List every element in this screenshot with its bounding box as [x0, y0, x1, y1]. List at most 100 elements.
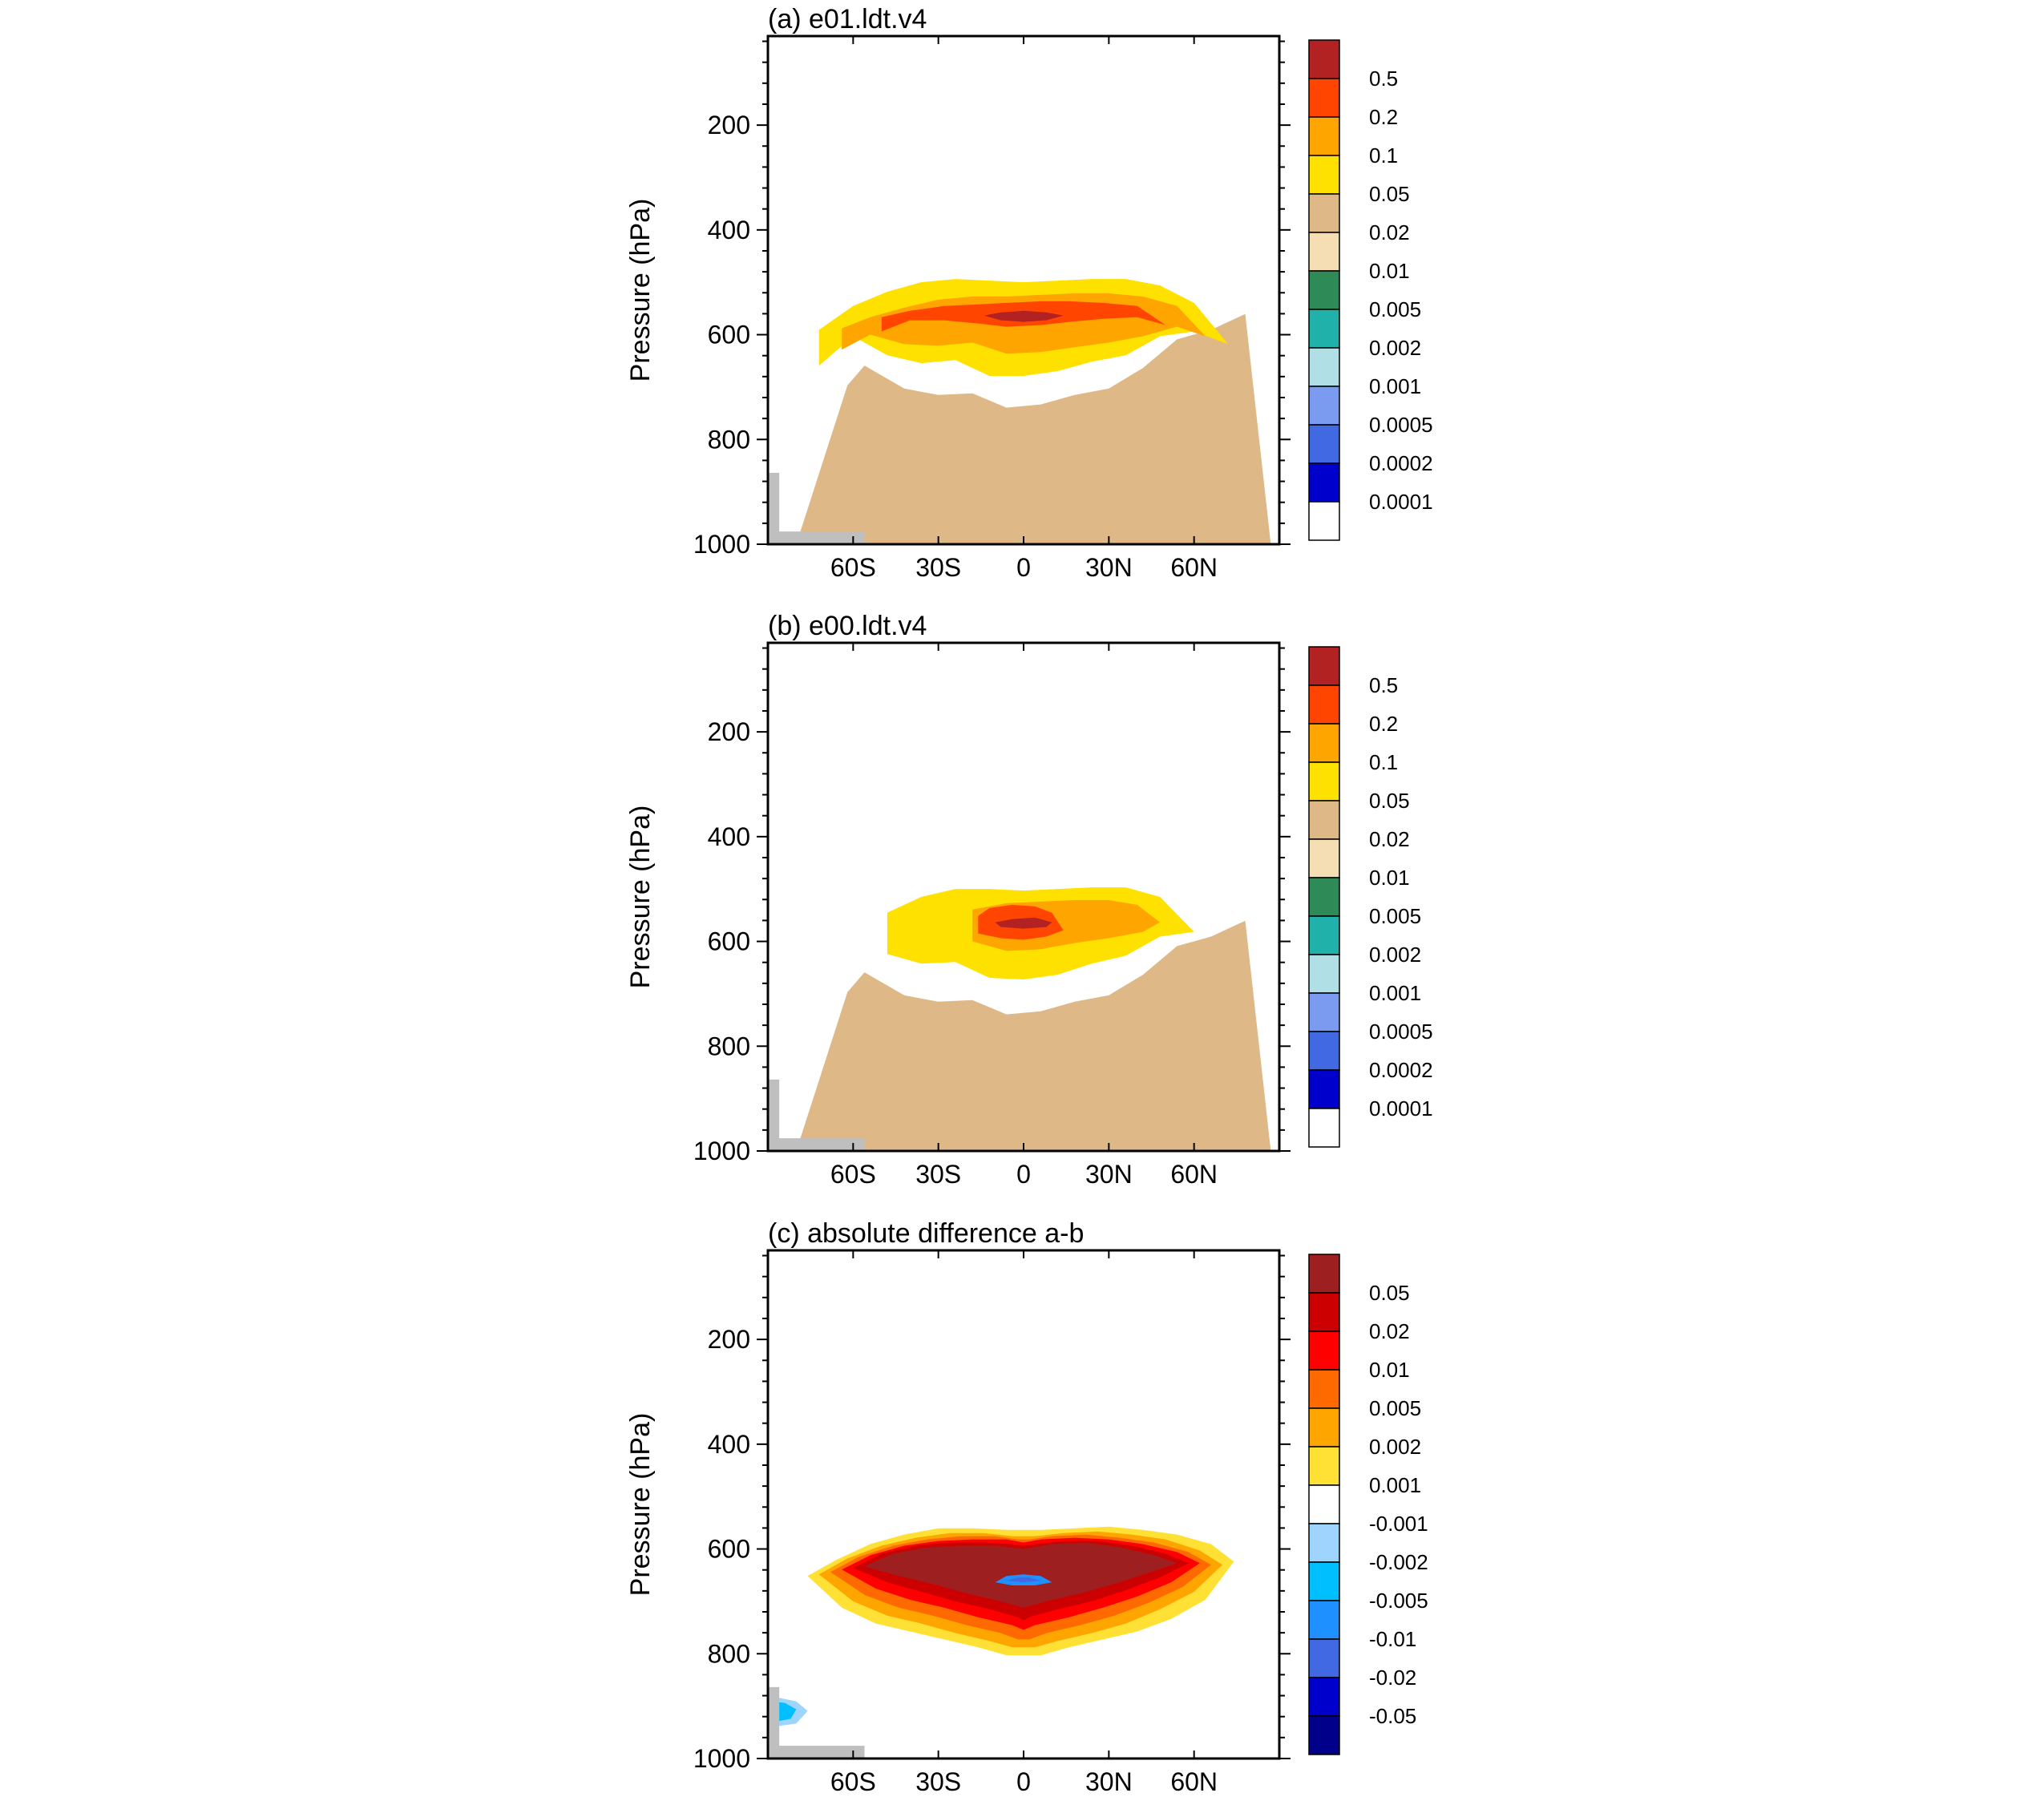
- x-tick-label: 60S: [830, 1767, 876, 1796]
- y-tick-label: 800: [708, 1032, 750, 1060]
- y-tick-label: 200: [708, 1325, 750, 1354]
- contour-field: [768, 1250, 1279, 1759]
- x-tick-label: 30N: [1085, 1160, 1133, 1189]
- antarctic-topography-mask: [768, 1686, 865, 1759]
- colorbar-swatch: [1308, 646, 1340, 686]
- panel-title: (c) absolute difference a-b: [768, 1218, 1084, 1249]
- contour-level-0.5: [995, 917, 1052, 929]
- colorbar-swatch: [1308, 1446, 1340, 1486]
- panel-a: (a) e01.ldt.v4 60S 30S 0 30N 60N 200 400 600 800 1…: [625, 4, 1433, 582]
- colorbar-label: 0.005: [1369, 904, 1421, 928]
- colorbar-label: 0.0001: [1369, 1096, 1433, 1121]
- colorbar-label: 0.5: [1369, 67, 1398, 91]
- colorbar-label: -0.005: [1369, 1589, 1428, 1613]
- y-tick-label: 600: [708, 321, 750, 349]
- colorbar-label: 0.02: [1369, 1319, 1410, 1343]
- antarctic-topography-mask: [768, 472, 865, 544]
- antarctic-topography-mask: [768, 1079, 865, 1151]
- colorbar-swatch: [1308, 1561, 1340, 1601]
- colorbar-label: 0.01: [1369, 1358, 1410, 1382]
- colorbar-swatch: [1308, 424, 1340, 464]
- colorbar-swatch: [1308, 684, 1340, 725]
- colorbar: 0.05 0.02 0.01 0.005 0.002 0.001 -0.001 -0.002 -…: [1308, 1254, 1428, 1755]
- colorbar-swatch: [1308, 270, 1340, 310]
- contour-field: [768, 36, 1279, 544]
- colorbar-label: 0.2: [1369, 712, 1398, 736]
- colorbar-label: 0.0002: [1369, 1058, 1433, 1082]
- colorbar-swatch: [1308, 1407, 1340, 1448]
- panels-layer: (a) e01.ldt.v4 60S 30S 0 30N 60N 200 400 600 800 1…: [625, 4, 1433, 1796]
- colorbar: 0.5 0.2 0.1 0.05 0.02 0.01 0.005 0.002 0.001 0.00…: [1308, 39, 1433, 541]
- colorbar-label: -0.002: [1369, 1550, 1428, 1574]
- y-tick-label: 1000: [693, 1137, 750, 1165]
- x-tick-label: 30S: [915, 553, 961, 582]
- colorbar-swatch: [1308, 1484, 1340, 1524]
- colorbar-swatch: [1308, 193, 1340, 233]
- colorbar-swatch: [1308, 309, 1340, 349]
- x-tick-label: 60S: [830, 1160, 876, 1189]
- x-tick-label: 60N: [1170, 1160, 1218, 1189]
- y-tick-label: 1000: [693, 1744, 750, 1773]
- contour-level-0.5: [984, 310, 1064, 322]
- y-axis-label: Pressure (hPa): [625, 199, 656, 382]
- colorbar-label: 0.05: [1369, 182, 1410, 206]
- colorbar-swatch: [1308, 78, 1340, 118]
- colorbar-swatch: [1308, 761, 1340, 802]
- y-tick-label: 800: [708, 1639, 750, 1668]
- colorbar-label: 0.002: [1369, 336, 1421, 360]
- colorbar-swatch: [1308, 1715, 1340, 1755]
- panel-title: (b) e00.ldt.v4: [768, 611, 927, 641]
- colorbar-label: 0.002: [1369, 1435, 1421, 1459]
- x-tick-label: 30N: [1085, 1767, 1133, 1796]
- colorbar-swatch: [1308, 800, 1340, 840]
- colorbar-swatch: [1308, 954, 1340, 994]
- colorbar-swatch: [1308, 155, 1340, 195]
- colorbar-swatch: [1308, 1031, 1340, 1071]
- x-tick-label: 0: [1016, 1767, 1031, 1796]
- colorbar: 0.5 0.2 0.1 0.05 0.02 0.01 0.005 0.002 0.001 0.00…: [1308, 646, 1433, 1148]
- colorbar-swatch: [1308, 1369, 1340, 1409]
- colorbar-label: 0.1: [1369, 143, 1398, 168]
- colorbar-swatch: [1308, 1638, 1340, 1678]
- y-tick-label: 400: [708, 1430, 750, 1459]
- contour-level-0.02: [776, 920, 1271, 1151]
- colorbar-swatch: [1308, 1069, 1340, 1109]
- y-tick-label: 200: [708, 111, 750, 139]
- colorbar-swatch: [1308, 462, 1340, 503]
- colorbar-swatch: [1308, 723, 1340, 763]
- colorbar-swatch: [1308, 116, 1340, 156]
- y-tick-label: 400: [708, 216, 750, 244]
- panel-title: (a) e01.ldt.v4: [768, 4, 927, 34]
- colorbar-label: 0.05: [1369, 1281, 1410, 1305]
- panel-b: (b) e00.ldt.v4 60S 30S 0 30N 60N 200 400 600 800 1…: [625, 611, 1433, 1189]
- colorbar-label: 0.001: [1369, 981, 1421, 1005]
- x-tick-label: 60S: [830, 553, 876, 582]
- colorbar-label: 0.0005: [1369, 413, 1433, 437]
- colorbar-label: 0.01: [1369, 259, 1410, 283]
- y-tick-label: 200: [708, 717, 750, 746]
- colorbar-swatch: [1308, 1600, 1340, 1640]
- y-axis-label: Pressure (hPa): [625, 1413, 656, 1597]
- y-tick-label: 600: [708, 1535, 750, 1564]
- colorbar-label: 0.005: [1369, 1396, 1421, 1420]
- colorbar-label: 0.001: [1369, 374, 1421, 398]
- x-tick-label: 60N: [1170, 1767, 1218, 1796]
- x-tick-label: 30S: [915, 1767, 961, 1796]
- colorbar-label: 0.005: [1369, 297, 1421, 321]
- colorbar-swatch: [1308, 915, 1340, 955]
- x-tick-label: 30S: [915, 1160, 961, 1189]
- colorbar-swatch: [1308, 1331, 1340, 1371]
- colorbar-label: -0.02: [1369, 1666, 1416, 1690]
- colorbar-label: 0.01: [1369, 866, 1410, 890]
- colorbar-label: -0.05: [1369, 1704, 1416, 1728]
- colorbar-label: 0.0005: [1369, 1020, 1433, 1044]
- colorbar-swatch: [1308, 1677, 1340, 1717]
- y-axis-label: Pressure (hPa): [625, 806, 656, 989]
- colorbar-swatch: [1308, 1108, 1340, 1148]
- colorbar-swatch: [1308, 1292, 1340, 1332]
- colorbar-label: 0.002: [1369, 943, 1421, 967]
- plot-background: [768, 1250, 1279, 1759]
- colorbar-label: 0.0002: [1369, 451, 1433, 475]
- colorbar-swatch: [1308, 877, 1340, 917]
